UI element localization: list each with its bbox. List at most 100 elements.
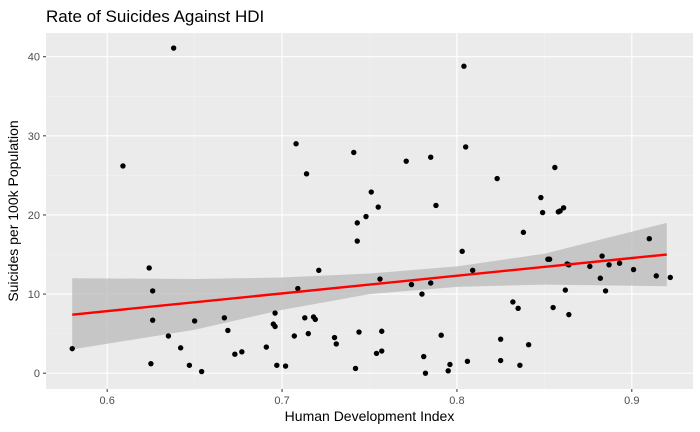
data-point bbox=[303, 171, 310, 177]
data-point bbox=[146, 265, 152, 271]
data-point bbox=[525, 341, 532, 348]
data-point bbox=[550, 304, 556, 311]
data-point bbox=[373, 350, 380, 357]
data-point bbox=[408, 281, 415, 288]
data-point bbox=[375, 204, 381, 210]
data-point bbox=[354, 238, 360, 244]
data-point bbox=[602, 288, 609, 294]
data-point bbox=[587, 263, 593, 270]
data-point bbox=[295, 285, 301, 292]
data-point bbox=[282, 363, 289, 369]
data-point bbox=[232, 351, 238, 357]
data-point bbox=[653, 273, 659, 279]
data-point bbox=[616, 260, 623, 266]
data-point bbox=[606, 262, 612, 268]
data-point bbox=[239, 349, 245, 355]
y-tick-label: 10 bbox=[28, 289, 40, 301]
data-point bbox=[331, 334, 338, 341]
data-point bbox=[191, 318, 198, 324]
y-tick-label: 0 bbox=[34, 368, 40, 380]
data-point bbox=[356, 329, 362, 335]
y-axis-title: Suicides per 100k Population bbox=[5, 120, 21, 301]
data-point bbox=[462, 144, 469, 150]
y-tick-label: 40 bbox=[28, 52, 40, 64]
data-point bbox=[149, 317, 156, 323]
data-point bbox=[445, 368, 451, 374]
data-point bbox=[363, 213, 369, 220]
data-point bbox=[120, 163, 126, 169]
data-point bbox=[379, 328, 385, 334]
data-point bbox=[354, 220, 360, 226]
data-point bbox=[428, 154, 434, 160]
data-point bbox=[562, 287, 569, 293]
data-point bbox=[539, 209, 546, 216]
trend-line-path bbox=[72, 253, 667, 316]
data-point bbox=[421, 353, 427, 360]
data-point bbox=[377, 276, 383, 282]
data-point bbox=[368, 189, 374, 195]
y-tick-label: 20 bbox=[28, 210, 40, 222]
x-tick-label: 0.7 bbox=[274, 395, 289, 407]
x-tick-label: 0.9 bbox=[624, 395, 639, 407]
data-point bbox=[517, 362, 523, 368]
x-axis-title: Human Development Index bbox=[285, 408, 455, 424]
data-point bbox=[403, 158, 409, 164]
trend-line bbox=[72, 253, 667, 316]
y-axis: 0 10 20 30 40 bbox=[28, 52, 46, 380]
data-point bbox=[225, 327, 231, 334]
data-point bbox=[419, 291, 425, 297]
data-point bbox=[351, 149, 357, 156]
data-point bbox=[557, 208, 563, 214]
data-point bbox=[552, 164, 558, 171]
chart-title: Rate of Suicides Against HDI bbox=[46, 7, 264, 26]
data-point bbox=[272, 323, 278, 330]
data-point bbox=[312, 316, 318, 323]
data-point bbox=[272, 310, 278, 316]
data-point bbox=[69, 345, 75, 352]
data-point bbox=[520, 229, 527, 236]
data-point bbox=[630, 266, 637, 273]
data-point bbox=[379, 348, 385, 354]
y-tick-label: 30 bbox=[28, 131, 40, 143]
confidence-band-area bbox=[72, 222, 667, 350]
data-point bbox=[510, 299, 516, 305]
data-point bbox=[263, 344, 270, 350]
x-tick-label: 0.6 bbox=[100, 395, 115, 407]
data-point bbox=[428, 280, 434, 286]
data-point bbox=[447, 361, 453, 368]
data-point bbox=[422, 370, 429, 376]
data-point bbox=[170, 45, 177, 51]
data-point bbox=[494, 175, 500, 182]
data-point bbox=[538, 194, 544, 201]
data-point bbox=[515, 305, 521, 312]
data-point bbox=[438, 332, 444, 338]
data-point bbox=[461, 63, 467, 69]
data-point bbox=[149, 288, 156, 294]
data-point bbox=[560, 205, 567, 211]
grid-lines bbox=[46, 33, 693, 389]
data-point bbox=[459, 248, 465, 255]
data-point bbox=[464, 358, 471, 365]
data-point bbox=[566, 311, 572, 318]
data-point bbox=[293, 141, 299, 147]
data-point bbox=[305, 330, 311, 337]
data-point bbox=[352, 365, 359, 372]
data-point bbox=[177, 345, 184, 351]
data-point bbox=[469, 267, 476, 274]
data-point bbox=[667, 274, 673, 281]
data-point bbox=[165, 333, 172, 339]
x-axis: 0.6 0.7 0.8 0.9 bbox=[100, 389, 639, 407]
data-point bbox=[546, 256, 553, 262]
data-point bbox=[198, 368, 205, 375]
data-points bbox=[69, 45, 673, 376]
data-point bbox=[221, 315, 228, 321]
data-point bbox=[302, 315, 308, 321]
data-point bbox=[316, 267, 322, 274]
data-point bbox=[333, 341, 339, 347]
data-point bbox=[597, 275, 604, 281]
data-point bbox=[497, 357, 504, 364]
data-point bbox=[148, 360, 154, 367]
data-point bbox=[274, 362, 280, 368]
x-tick-label: 0.8 bbox=[449, 395, 464, 407]
